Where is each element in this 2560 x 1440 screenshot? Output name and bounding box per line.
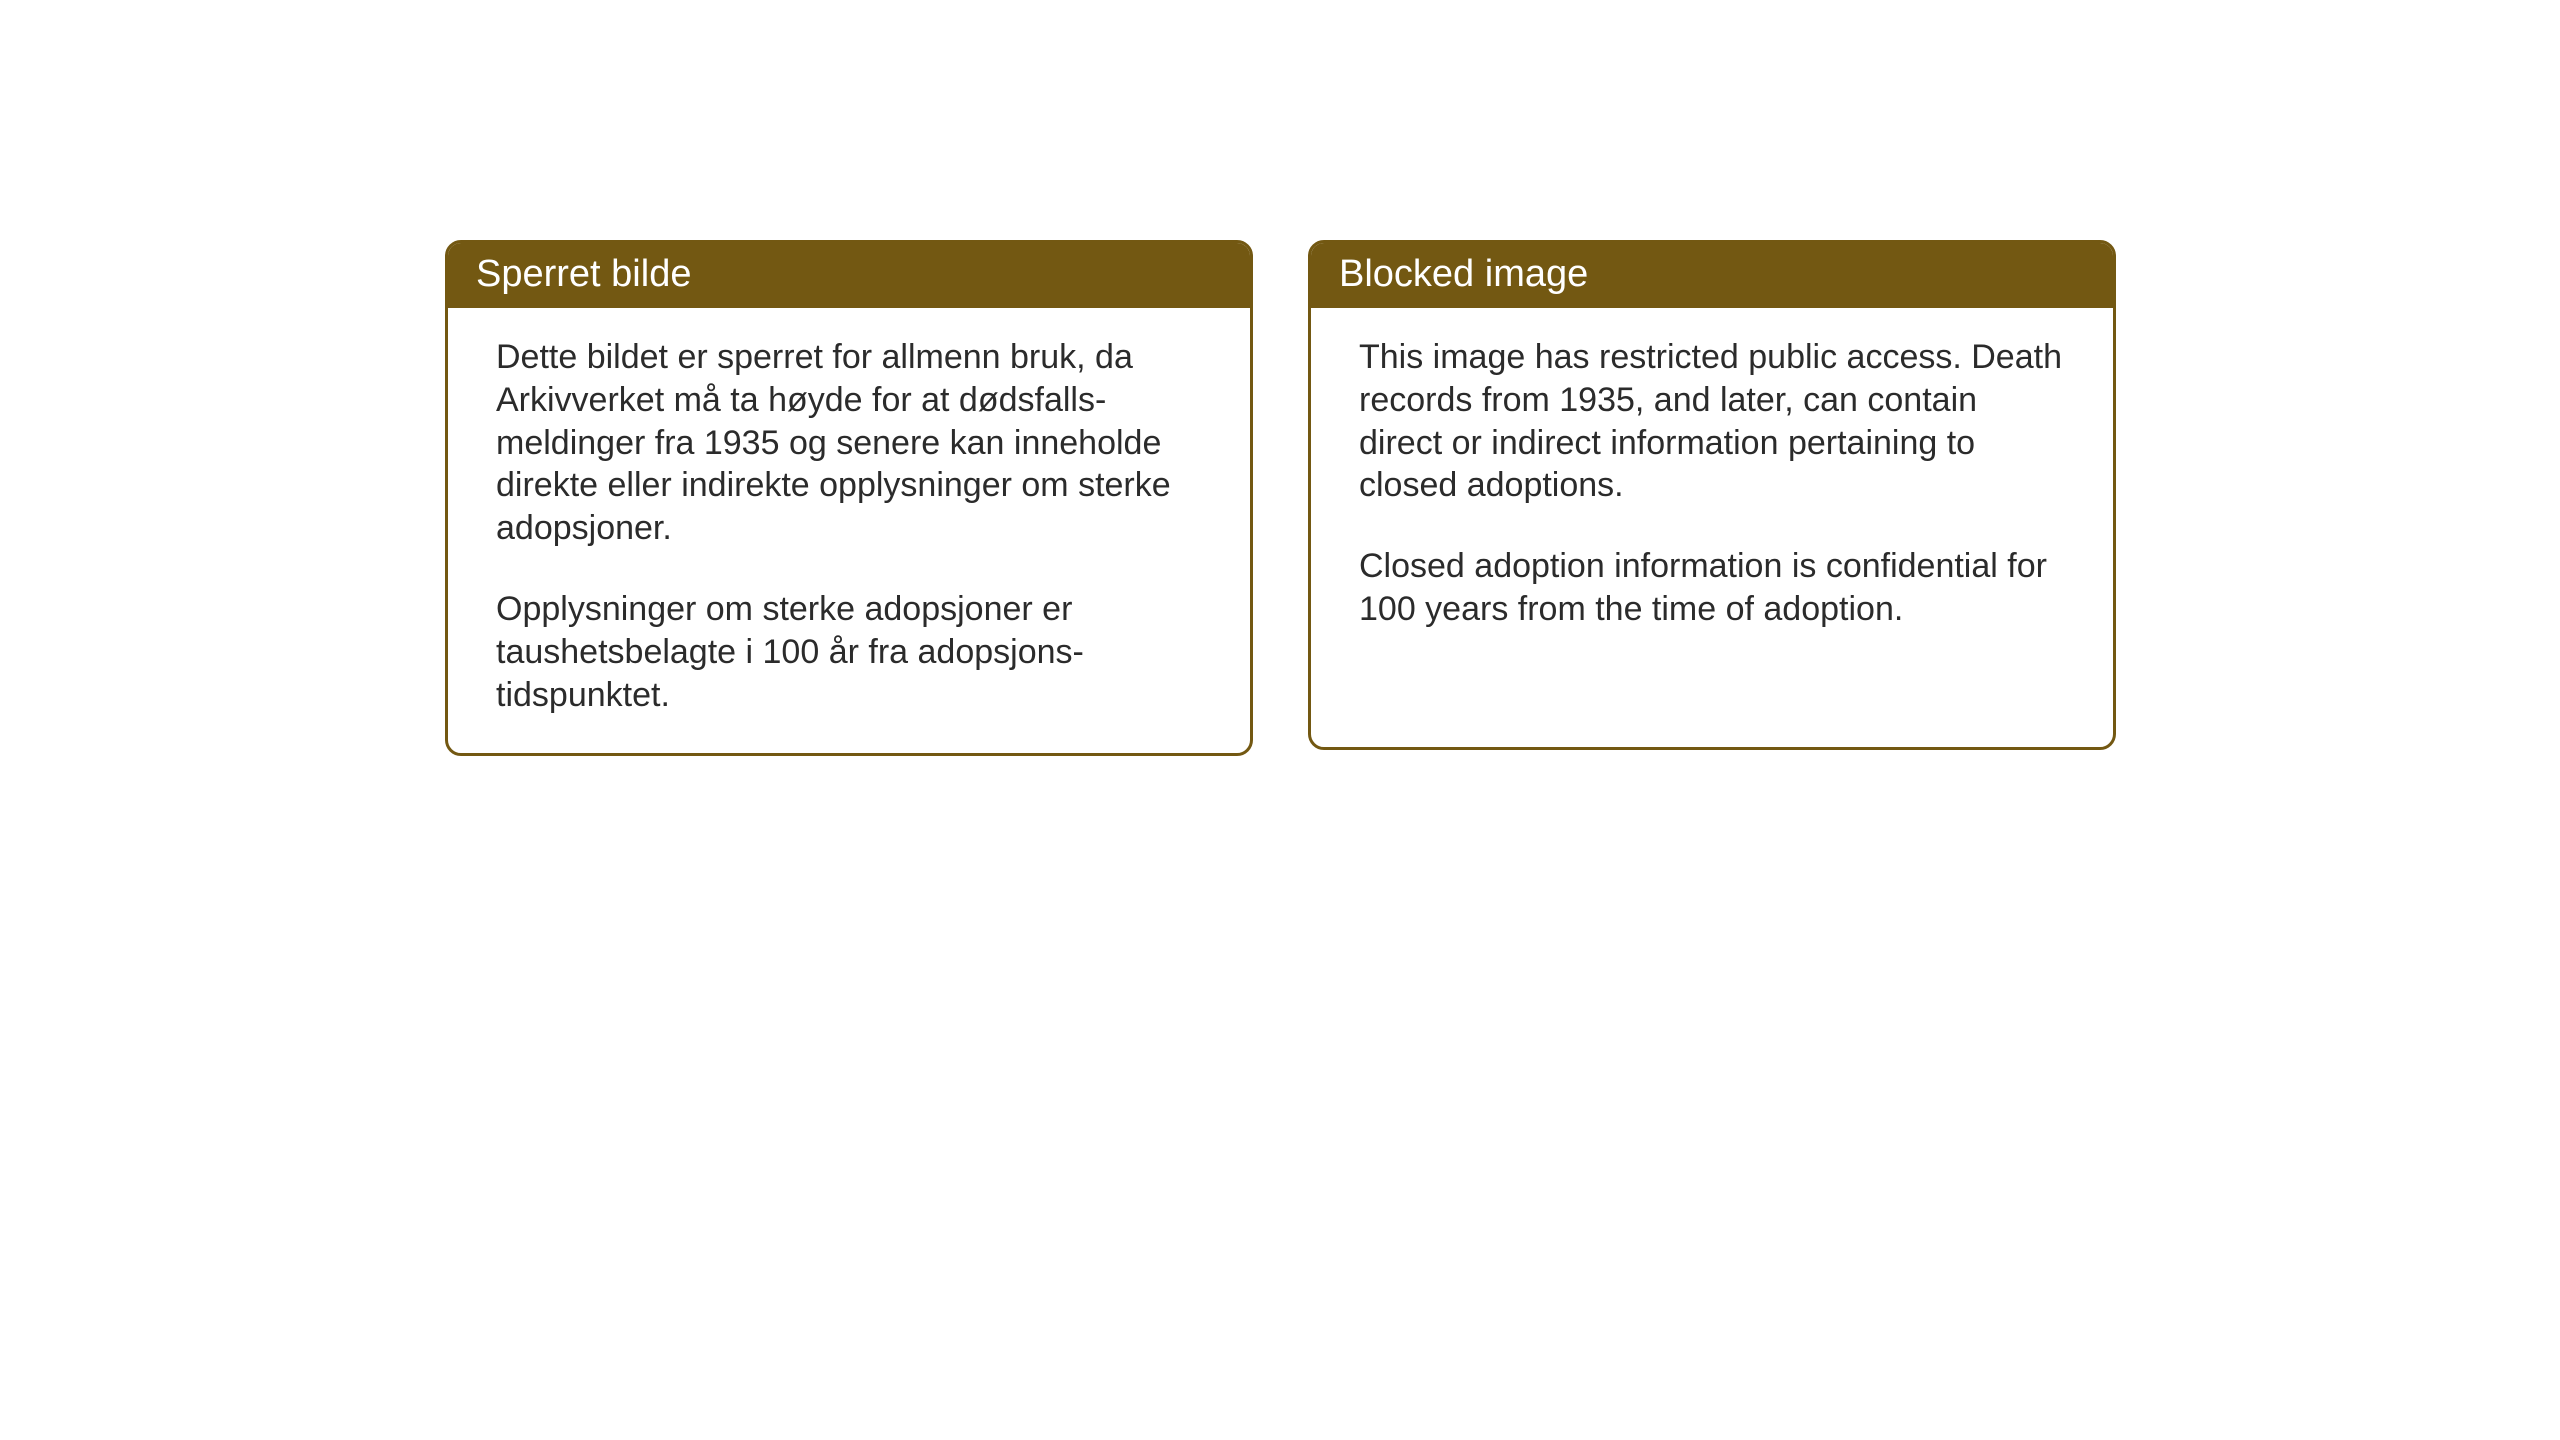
notice-paragraph-1-norwegian: Dette bildet er sperret for allmenn bruk… (496, 336, 1202, 550)
notice-container: Sperret bilde Dette bildet er sperret fo… (445, 240, 2116, 756)
notice-paragraph-1-english: This image has restricted public access.… (1359, 336, 2065, 507)
notice-body-norwegian: Dette bildet er sperret for allmenn bruk… (448, 308, 1250, 753)
notice-paragraph-2-norwegian: Opplysninger om sterke adopsjoner er tau… (496, 588, 1202, 716)
notice-body-english: This image has restricted public access.… (1311, 308, 2113, 667)
notice-box-norwegian: Sperret bilde Dette bildet er sperret fo… (445, 240, 1253, 756)
notice-box-english: Blocked image This image has restricted … (1308, 240, 2116, 750)
notice-header-norwegian: Sperret bilde (448, 243, 1250, 308)
notice-paragraph-2-english: Closed adoption information is confident… (1359, 545, 2065, 631)
notice-header-english: Blocked image (1311, 243, 2113, 308)
